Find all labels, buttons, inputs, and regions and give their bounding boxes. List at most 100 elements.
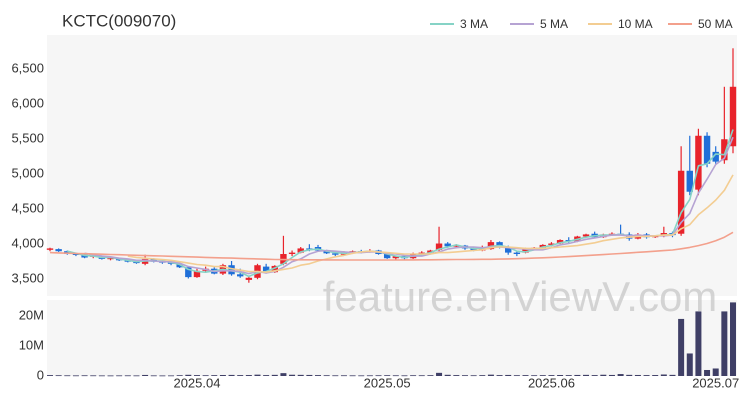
volume-bar [323, 375, 330, 377]
x-tick-label: 2025.05 [364, 375, 411, 390]
volume-bar [678, 318, 685, 376]
volume-bar [453, 375, 460, 376]
candle-body [288, 252, 296, 255]
volume-bar [686, 353, 693, 376]
volume-bar [634, 374, 641, 376]
volume-bar [643, 375, 650, 376]
volume-tick-label: 10M [19, 337, 44, 352]
volume-bar [487, 374, 494, 376]
candle-body [297, 248, 304, 253]
volume-bar [211, 375, 218, 376]
volume-bar [436, 372, 443, 376]
y-tick-label: 3,500 [11, 271, 44, 286]
volume-bar [427, 375, 434, 376]
y-tick-label: 4,000 [11, 236, 44, 251]
volume-bar [660, 374, 667, 376]
watermark: feature.enViewV.com [323, 273, 718, 320]
volume-bar [444, 374, 451, 376]
volume-bar [340, 375, 347, 377]
volume-bar [237, 375, 244, 376]
volume-bar [55, 375, 62, 377]
volume-bar [349, 375, 356, 377]
volume-bar [721, 311, 728, 376]
candle-body [522, 248, 529, 253]
volume-bar [245, 375, 252, 376]
volume-bar [124, 375, 131, 377]
volume-bar [116, 375, 123, 377]
volume-bar [107, 375, 114, 377]
volume-bar [410, 375, 417, 377]
candle-body [55, 249, 62, 252]
volume-bar [375, 375, 382, 377]
volume-bar [531, 375, 538, 377]
chart-title: KCTC(009070) [62, 11, 176, 30]
candle-body [505, 247, 512, 253]
ma-line [49, 231, 734, 261]
candle-body [185, 267, 192, 278]
volume-bar [297, 374, 304, 376]
candle-body [435, 243, 443, 250]
volume-bar [617, 374, 624, 376]
volume-bar [626, 374, 633, 376]
volume-bar [228, 374, 235, 376]
candle-body [245, 277, 253, 280]
price-panel [47, 35, 737, 296]
candle-body [72, 254, 80, 256]
candle-body [237, 274, 244, 277]
volume-bar [574, 374, 581, 376]
volume-bar [98, 375, 105, 377]
candle-body [332, 253, 339, 255]
volume-bar [72, 375, 79, 377]
volume-bar [557, 375, 564, 376]
candle-body [703, 135, 711, 164]
candle-body [107, 258, 114, 260]
volume-bar [176, 375, 183, 377]
candle-body [306, 248, 313, 250]
volume-bar [159, 375, 166, 377]
volume-bar [202, 375, 209, 377]
x-tick-label: 2025.07 [692, 375, 739, 390]
volume-bar [358, 375, 365, 377]
volume-bar [418, 375, 425, 377]
volume-panel [47, 300, 737, 376]
candle-body [453, 245, 460, 247]
candle-body [556, 240, 564, 244]
plot: 3,500 4,000 4,500 5,000 5,500 6,000 6,500 0 10M 2… [11, 48, 739, 390]
volume-bar [392, 375, 399, 377]
volume-bar [254, 374, 261, 376]
candle-body [729, 86, 737, 147]
volume-bar [600, 374, 607, 376]
volume-bar [565, 375, 572, 376]
volume-bar [271, 374, 278, 376]
volume-bar [548, 375, 555, 376]
volume-bar [193, 375, 200, 376]
legend-label: 5 MA [540, 17, 568, 31]
candle-body [513, 252, 521, 255]
candle-body [383, 254, 391, 259]
candle-body [721, 139, 728, 161]
volume-tick-label: 0 [37, 367, 44, 382]
volume-bar [366, 375, 373, 377]
volume-bar [64, 375, 71, 377]
volume-bar [185, 374, 192, 376]
volume-bar [669, 374, 676, 376]
volume-bar [133, 375, 140, 377]
x-tick-label: 2025.04 [173, 375, 220, 390]
volume-bar [712, 368, 719, 376]
ma-line [127, 174, 734, 273]
volume-bar [513, 375, 520, 377]
volume-bar [150, 375, 157, 377]
volume-bar [306, 374, 313, 376]
legend: 3 MA 5 MA 10 MA 50 MA [430, 17, 733, 31]
candle-body [496, 242, 503, 248]
x-tick-label: 2025.06 [528, 375, 575, 390]
volume-bar [479, 375, 486, 376]
ma-line [84, 136, 734, 275]
volume-bar [332, 375, 339, 377]
volume-bar [401, 375, 408, 377]
volume-bar [47, 375, 53, 376]
y-tick-label: 4,500 [11, 201, 44, 216]
candle-body [427, 250, 434, 253]
volume-bar [539, 375, 546, 376]
